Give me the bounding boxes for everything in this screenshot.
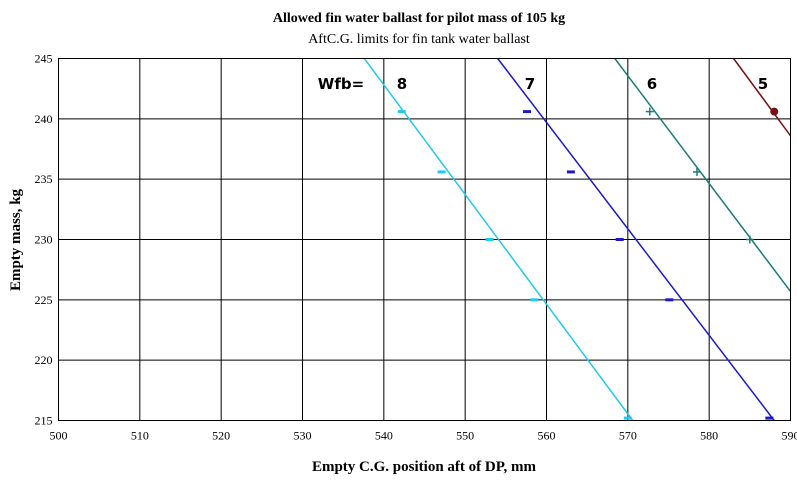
x-axis-label: Empty C.G. position aft of DP, mm (312, 459, 537, 475)
series-line (363, 58, 634, 421)
series-6 (614, 58, 791, 292)
chart-subtitle: AftC.G. limits for fin tank water ballas… (308, 32, 530, 47)
x-tick-label: 500 (50, 429, 68, 443)
y-tick-label: 235 (35, 172, 53, 186)
y-tick-label: 245 (35, 52, 53, 66)
series-line (614, 58, 791, 292)
data-point (745, 235, 754, 244)
series-label-5: 5 (758, 75, 768, 93)
series-5 (732, 58, 791, 137)
data-point (645, 107, 654, 116)
x-tick-label: 550 (456, 429, 474, 443)
x-tick-label: 540 (375, 429, 393, 443)
data-point (770, 107, 779, 116)
plot-area-frame (58, 58, 791, 421)
tick-labels: 500 510 520 530 540 550 560 570 580 590 215 220 225 2… (35, 52, 797, 443)
x-tick-label: 520 (212, 429, 230, 443)
series-label-6: 6 (647, 75, 657, 93)
data-point (692, 167, 701, 176)
x-tick-label: 590 (782, 429, 797, 443)
y-axis-label: Empty mass, kg (8, 188, 24, 291)
x-tick-label: 530 (294, 429, 312, 443)
y-tick-label: 220 (35, 353, 53, 367)
y-tick-label: 240 (35, 112, 53, 126)
series-8 (363, 58, 634, 421)
x-tick-label: 570 (619, 429, 637, 443)
chart-title: Allowed fin water ballast for pilot mass… (273, 11, 565, 26)
series-label-8: 8 (397, 75, 407, 93)
legend-label: Wfb= (318, 75, 364, 93)
series-group (363, 58, 791, 421)
y-tick-label: 230 (35, 233, 53, 247)
x-tick-label: 510 (131, 429, 149, 443)
grid (58, 58, 791, 421)
series-line (497, 58, 775, 421)
x-tick-label: 560 (538, 429, 556, 443)
series-7 (497, 58, 775, 421)
series-line (732, 58, 791, 137)
y-tick-label: 225 (35, 293, 53, 307)
series-label-7: 7 (525, 75, 535, 93)
x-tick-label: 580 (700, 429, 718, 443)
y-tick-label: 215 (35, 414, 53, 428)
